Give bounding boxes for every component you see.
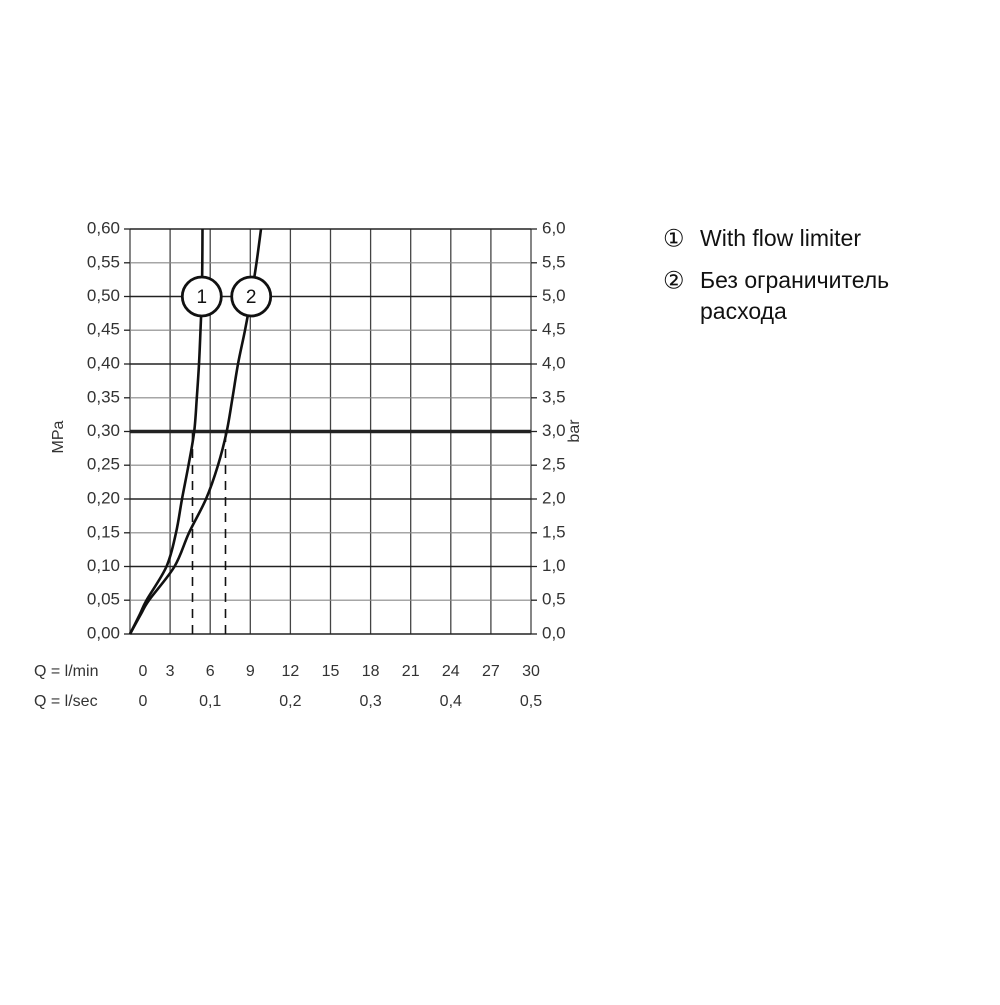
svg-text:12: 12 xyxy=(282,663,300,680)
svg-text:0,10: 0,10 xyxy=(87,556,120,575)
svg-text:1: 1 xyxy=(197,287,208,308)
svg-text:0,35: 0,35 xyxy=(87,387,120,406)
svg-text:0,5: 0,5 xyxy=(542,590,566,609)
svg-text:4,5: 4,5 xyxy=(542,320,566,339)
svg-text:0,20: 0,20 xyxy=(87,488,120,507)
svg-text:①: ① xyxy=(663,225,685,252)
svg-text:9: 9 xyxy=(246,663,255,680)
svg-text:Q = l/sec: Q = l/sec xyxy=(34,693,98,710)
svg-text:3,0: 3,0 xyxy=(542,421,566,440)
svg-text:0: 0 xyxy=(139,663,148,680)
svg-text:0,3: 0,3 xyxy=(359,693,381,710)
svg-text:24: 24 xyxy=(442,663,460,680)
svg-text:0,40: 0,40 xyxy=(87,353,120,372)
svg-text:15: 15 xyxy=(322,663,340,680)
svg-text:2: 2 xyxy=(246,287,257,308)
svg-text:bar: bar xyxy=(566,419,583,443)
svg-text:0,0: 0,0 xyxy=(542,623,566,642)
svg-text:0,00: 0,00 xyxy=(87,623,120,642)
svg-text:1,5: 1,5 xyxy=(542,522,566,541)
svg-text:18: 18 xyxy=(362,663,380,680)
svg-text:Q = l/min: Q = l/min xyxy=(34,663,98,680)
svg-text:расхода: расхода xyxy=(700,298,787,324)
svg-text:3: 3 xyxy=(166,663,175,680)
svg-text:0,55: 0,55 xyxy=(87,252,120,271)
svg-text:MPa: MPa xyxy=(50,420,67,453)
svg-text:0: 0 xyxy=(139,693,148,710)
svg-text:6: 6 xyxy=(206,663,215,680)
svg-text:0,45: 0,45 xyxy=(87,320,120,339)
svg-text:Без ограничитель: Без ограничитель xyxy=(700,267,889,293)
svg-text:0,15: 0,15 xyxy=(87,522,120,541)
svg-text:0,2: 0,2 xyxy=(279,693,301,710)
svg-text:2,0: 2,0 xyxy=(542,488,566,507)
svg-text:30: 30 xyxy=(522,663,540,680)
svg-text:6,0: 6,0 xyxy=(542,218,566,237)
svg-text:1,0: 1,0 xyxy=(542,556,566,575)
svg-text:0,05: 0,05 xyxy=(87,590,120,609)
svg-text:0,5: 0,5 xyxy=(520,693,542,710)
svg-text:0,4: 0,4 xyxy=(440,693,462,710)
svg-text:5,5: 5,5 xyxy=(542,252,566,271)
svg-text:4,0: 4,0 xyxy=(542,353,566,372)
svg-text:3,5: 3,5 xyxy=(542,387,566,406)
svg-text:21: 21 xyxy=(402,663,420,680)
svg-text:0,1: 0,1 xyxy=(199,693,221,710)
svg-text:0,30: 0,30 xyxy=(87,421,120,440)
svg-text:2,5: 2,5 xyxy=(542,455,566,474)
svg-text:With flow limiter: With flow limiter xyxy=(700,225,861,251)
svg-text:27: 27 xyxy=(482,663,500,680)
svg-text:0,25: 0,25 xyxy=(87,455,120,474)
svg-text:0,60: 0,60 xyxy=(87,218,120,237)
svg-text:0,50: 0,50 xyxy=(87,286,120,305)
svg-text:5,0: 5,0 xyxy=(542,286,566,305)
svg-text:②: ② xyxy=(663,267,685,294)
